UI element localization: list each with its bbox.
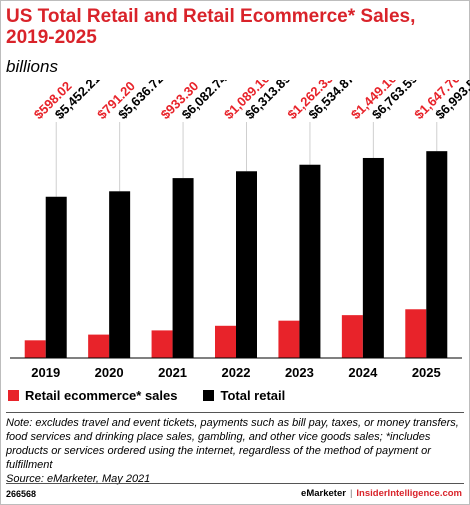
x-tick-label: 2019	[31, 365, 60, 380]
chart-notes: Note: excludes travel and event tickets,…	[6, 416, 462, 486]
note-text: Note: excludes travel and event tickets,…	[6, 417, 459, 471]
bar-ecommerce	[88, 334, 110, 358]
legend-item-total: Total retail	[203, 388, 285, 403]
x-tick-label: 2022	[222, 365, 251, 380]
brand-name: eMarketer	[301, 488, 346, 499]
x-tick-label: 2021	[158, 365, 187, 380]
bar-total	[109, 191, 131, 358]
bar-ecommerce	[215, 325, 236, 358]
bar-total	[362, 157, 384, 358]
bar-chart: $598.02$5,452.212019$791.20$5,636.722020…	[10, 80, 470, 380]
bar-total	[299, 164, 321, 358]
legend-label-total: Total retail	[220, 388, 286, 403]
bar-ecommerce	[405, 309, 427, 358]
footer-brand: eMarketer | InsiderIntelligence.com	[301, 488, 462, 499]
legend-item-ecommerce: Retail ecommerce* sales	[8, 388, 177, 403]
legend-swatch-ecommerce	[8, 390, 19, 401]
x-tick-label: 2023	[285, 365, 314, 380]
divider	[6, 483, 464, 484]
brand-site-link[interactable]: InsiderIntelligence.com	[356, 488, 462, 499]
bar-total	[236, 171, 257, 358]
source-text: Source: eMarketer, May 2021	[6, 473, 151, 485]
bar-total	[426, 151, 448, 358]
legend-swatch-total	[203, 390, 215, 401]
legend-label-ecommerce: Retail ecommerce* sales	[25, 388, 178, 403]
chart-id: 266568	[6, 489, 37, 499]
chart-subtitle: billions	[6, 57, 58, 76]
bar-ecommerce	[278, 320, 300, 358]
x-tick-label: 2024	[348, 365, 378, 380]
bar-ecommerce	[151, 330, 173, 358]
brand-separator: |	[349, 488, 353, 499]
chart-legend: Retail ecommerce* sales Total retail	[8, 388, 311, 403]
x-tick-label: 2025	[412, 365, 441, 380]
bar-ecommerce	[341, 315, 363, 358]
bar-total	[172, 178, 194, 358]
bar-ecommerce	[24, 340, 46, 358]
bar-total	[45, 196, 67, 358]
x-tick-label: 2020	[95, 365, 124, 380]
chart-title: US Total Retail and Retail Ecommerce* Sa…	[6, 6, 416, 48]
divider	[6, 412, 464, 413]
